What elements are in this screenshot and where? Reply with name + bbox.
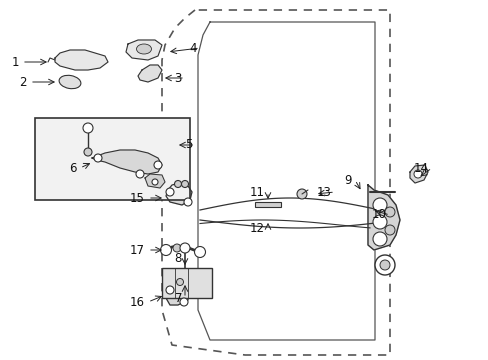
Circle shape (180, 298, 187, 306)
FancyBboxPatch shape (162, 268, 212, 298)
Circle shape (176, 279, 183, 285)
Polygon shape (138, 65, 162, 82)
Polygon shape (145, 174, 164, 188)
Text: 16: 16 (130, 296, 145, 309)
Circle shape (384, 225, 394, 235)
Circle shape (84, 148, 92, 156)
Circle shape (173, 244, 181, 252)
Text: 12: 12 (249, 221, 264, 234)
FancyBboxPatch shape (35, 118, 190, 200)
Polygon shape (165, 183, 192, 205)
Circle shape (165, 286, 174, 294)
Circle shape (384, 207, 394, 217)
Text: 15: 15 (130, 192, 145, 204)
Text: 13: 13 (317, 185, 331, 198)
Polygon shape (126, 40, 162, 60)
Text: 2: 2 (20, 76, 27, 89)
Circle shape (94, 154, 102, 162)
Text: 8: 8 (174, 252, 182, 265)
Text: 7: 7 (174, 292, 182, 305)
Text: 3: 3 (174, 72, 182, 85)
Polygon shape (409, 165, 427, 183)
Circle shape (83, 123, 93, 133)
Circle shape (154, 161, 162, 169)
Circle shape (372, 215, 386, 229)
Circle shape (183, 198, 192, 206)
Polygon shape (55, 50, 108, 70)
Text: 1: 1 (12, 55, 19, 68)
Text: 4: 4 (189, 41, 197, 54)
Text: 10: 10 (371, 208, 386, 221)
Circle shape (296, 189, 306, 199)
Circle shape (136, 170, 143, 178)
Circle shape (374, 255, 394, 275)
Text: 17: 17 (130, 243, 145, 256)
FancyBboxPatch shape (254, 202, 281, 207)
Circle shape (372, 198, 386, 212)
Polygon shape (367, 185, 399, 250)
Text: 6: 6 (69, 162, 77, 175)
Text: 9: 9 (344, 174, 351, 186)
Text: 11: 11 (249, 185, 264, 198)
Polygon shape (165, 280, 187, 305)
Circle shape (379, 260, 389, 270)
Circle shape (181, 180, 188, 188)
Ellipse shape (136, 44, 151, 54)
Circle shape (194, 247, 205, 257)
Ellipse shape (59, 75, 81, 89)
Polygon shape (92, 150, 162, 174)
Circle shape (372, 232, 386, 246)
Circle shape (413, 170, 421, 178)
Text: 14: 14 (413, 162, 428, 175)
Circle shape (152, 179, 158, 185)
Text: 5: 5 (184, 139, 192, 152)
Circle shape (174, 180, 181, 188)
Circle shape (165, 188, 174, 196)
Circle shape (180, 243, 190, 253)
Circle shape (160, 244, 171, 256)
